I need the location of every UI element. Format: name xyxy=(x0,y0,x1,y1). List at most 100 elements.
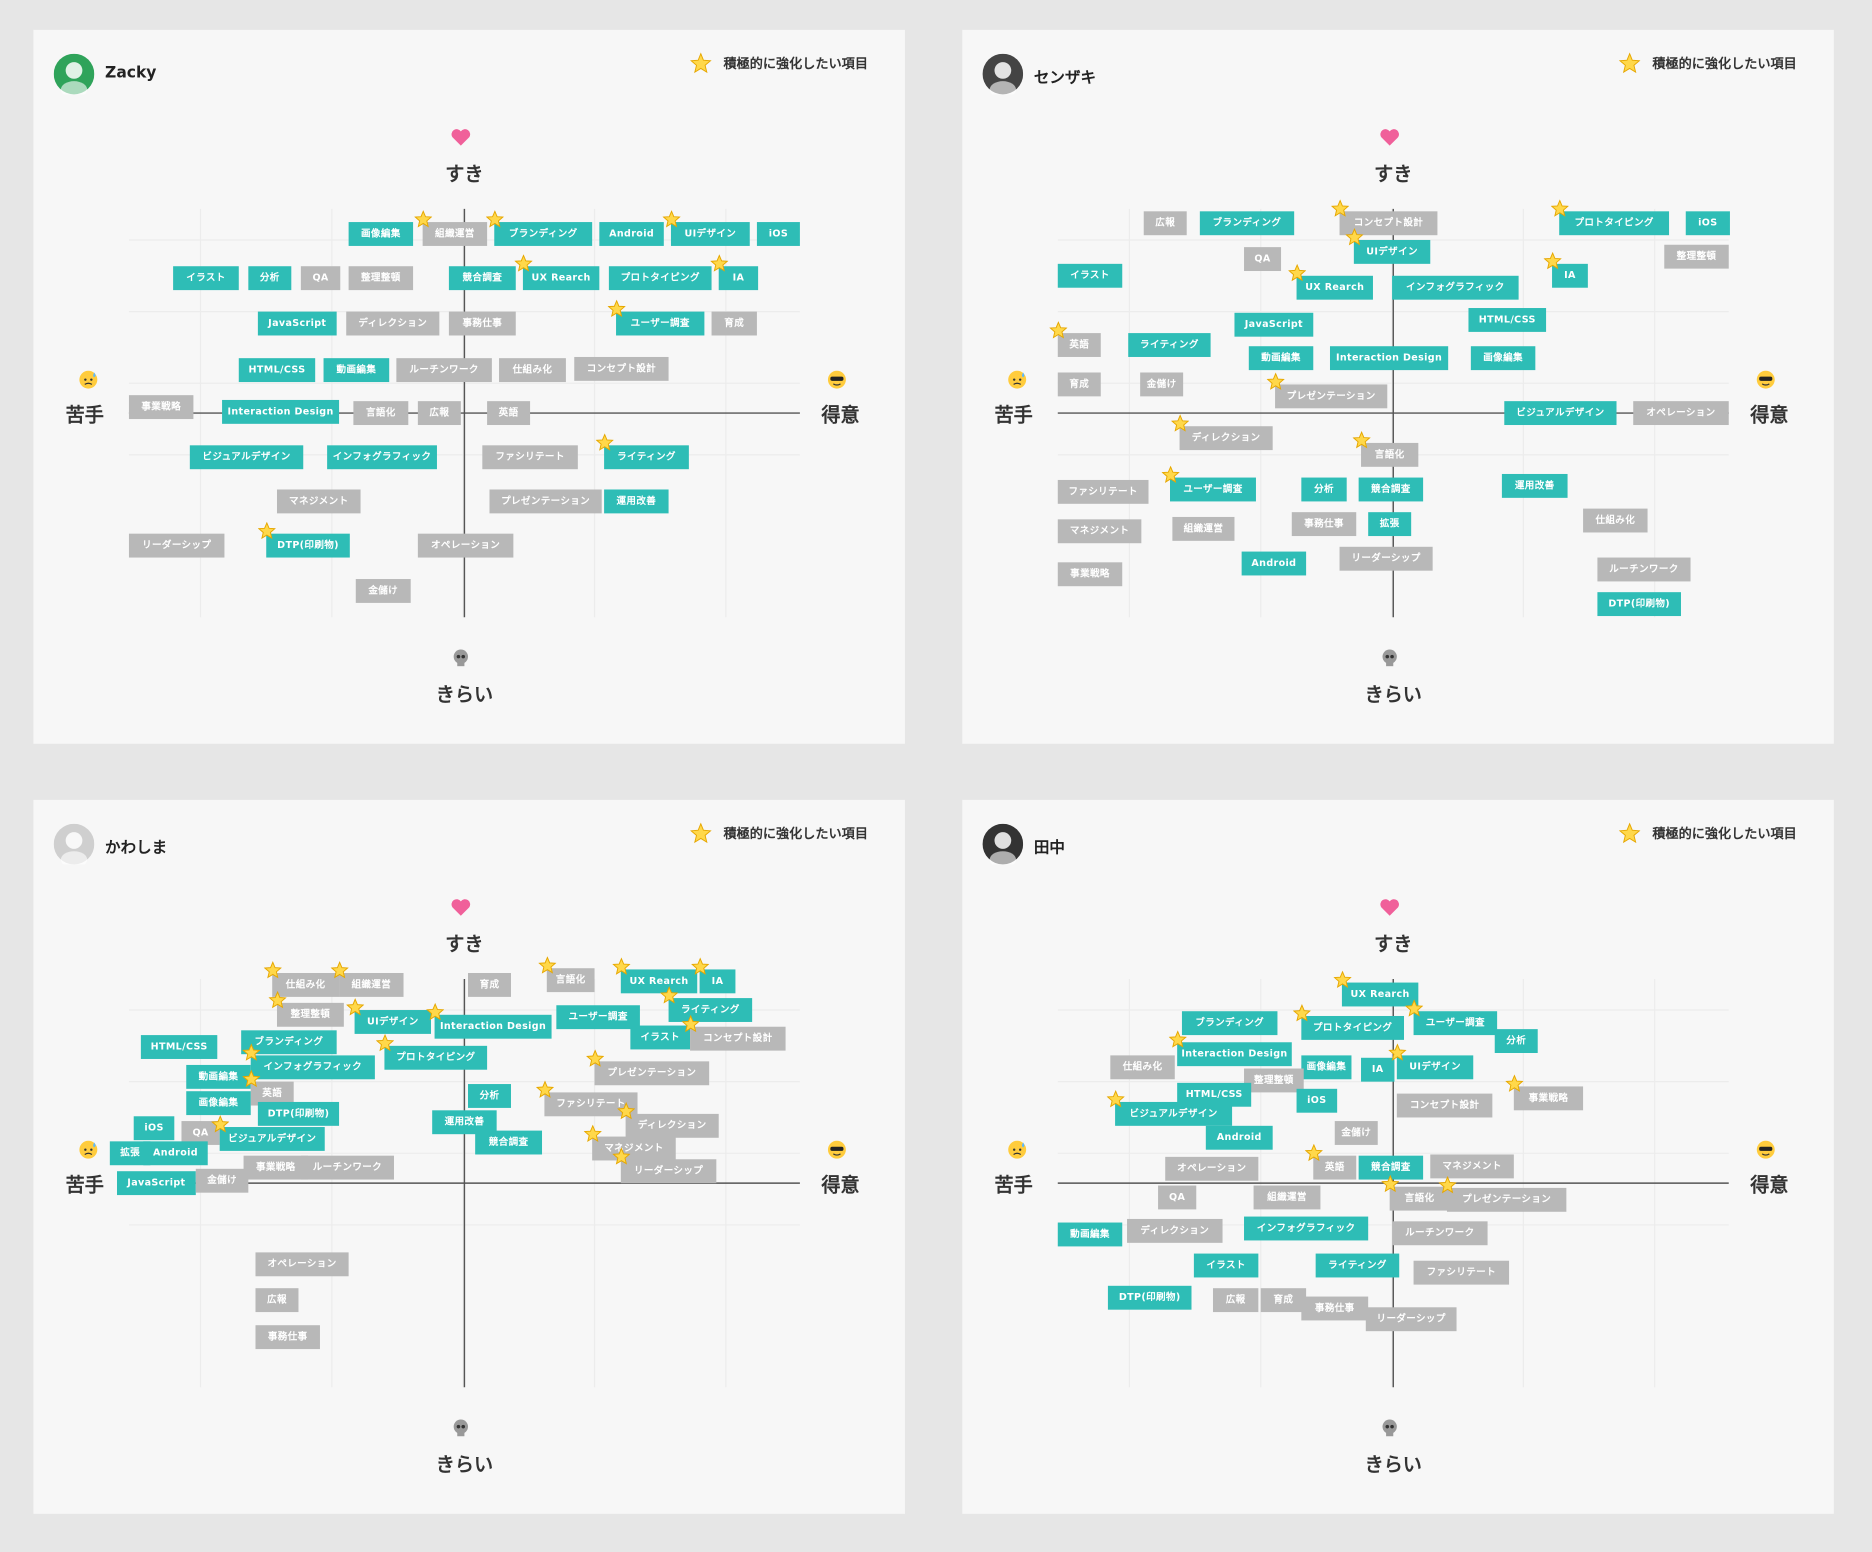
axis-bottom: きらい xyxy=(1364,682,1422,706)
star-icon xyxy=(485,210,505,228)
star-icon xyxy=(268,990,287,1009)
axis-top: すき xyxy=(1374,162,1413,186)
skill-tag: Android xyxy=(599,222,664,246)
skill-tag: ファシリテート xyxy=(482,445,578,470)
star-icon xyxy=(595,433,614,451)
skill-tag: UX Rearch xyxy=(522,266,600,291)
skill-tag: プレゼンテーション xyxy=(1446,1187,1567,1212)
skill-tag: ルーチンワーク xyxy=(300,1155,394,1180)
cool-face-svg xyxy=(1756,370,1775,389)
skill-tag: ディレクション xyxy=(346,311,440,336)
skill-tag: リーダーシップ xyxy=(1339,546,1433,571)
legend-text: 積極的に強化したい項目 xyxy=(1652,826,1797,842)
skill-tag: 分析 xyxy=(1301,477,1347,502)
skill-tag: Interaction Design xyxy=(1177,1042,1292,1067)
skill-tag: 言語化 xyxy=(546,968,595,993)
skill-tag: 分析 xyxy=(468,1084,511,1108)
star-icon xyxy=(583,1124,602,1143)
star-icon-svg xyxy=(691,957,710,975)
user-name: 田中 xyxy=(1033,839,1065,858)
avatar-svg xyxy=(53,823,95,868)
skill-tag: 英語 xyxy=(487,401,531,426)
cool-face-svg xyxy=(827,370,846,389)
cool-face-svg xyxy=(1756,1140,1775,1159)
cool-face xyxy=(1756,1140,1775,1159)
skill-tag: QA xyxy=(300,266,341,291)
skill-tag: 動画編集 xyxy=(1057,1222,1123,1247)
skill-tag: オペレーション xyxy=(417,533,514,558)
star-icon xyxy=(607,299,626,318)
star-icon-svg xyxy=(1266,372,1285,390)
star-icon xyxy=(659,986,679,1004)
skill-tag: 組織運営 xyxy=(1172,516,1235,541)
skill-tag: 金儲け xyxy=(1140,372,1184,397)
skill-tag: 動画編集 xyxy=(323,358,390,383)
skill-tag: iOS xyxy=(133,1116,175,1141)
skull-icon-svg xyxy=(453,1419,469,1437)
skill-tag: プレゼンテーション xyxy=(489,489,602,514)
skill-tag: ビジュアルデザイン xyxy=(189,445,304,470)
skill-tag: インフォグラフィック xyxy=(250,1055,375,1080)
avatar xyxy=(53,53,95,98)
star-icon xyxy=(1388,1043,1407,1061)
star-icon-svg xyxy=(1388,1043,1407,1061)
skill-tag: ディレクション xyxy=(625,1113,719,1138)
legend-text: 積極的に強化したい項目 xyxy=(1652,56,1797,72)
star-icon xyxy=(1543,251,1562,270)
skill-tag: JavaScript xyxy=(117,1171,196,1196)
star-icon-svg xyxy=(595,433,614,451)
star-icon-svg xyxy=(1404,999,1424,1017)
skill-tag: 整理整頓 xyxy=(1244,1068,1304,1093)
star-icon-svg xyxy=(1345,227,1364,246)
skill-tag: ブランディング xyxy=(241,1030,337,1055)
skill-tag: リーダーシップ xyxy=(620,1159,717,1184)
sweat-face-svg xyxy=(1008,370,1027,389)
skull-icon xyxy=(1380,1418,1399,1437)
skill-tag: QA xyxy=(181,1121,220,1145)
skill-tag: 育成 xyxy=(1057,372,1101,397)
skill-tag: オペレーション xyxy=(255,1252,349,1277)
skill-tag: 整理整頓 xyxy=(348,266,414,291)
star-icon-svg xyxy=(263,961,282,979)
cool-face xyxy=(827,1140,846,1159)
heart-icon-svg xyxy=(451,129,471,146)
skill-tag: UIデザイン xyxy=(1396,1055,1474,1080)
skill-tag: 言語化 xyxy=(1361,442,1419,467)
star-icon-svg xyxy=(1292,1004,1312,1022)
skill-tag: ルーチンワーク xyxy=(396,358,492,383)
user-name: センザキ xyxy=(1033,69,1097,88)
skill-tag: ファシリテート xyxy=(1413,1260,1510,1285)
skill-tag: マネジメント xyxy=(1430,1154,1514,1179)
star-icon-svg xyxy=(1049,321,1068,339)
heart-icon xyxy=(1379,127,1400,148)
skill-tag: ブランディング xyxy=(1181,1011,1278,1036)
skill-tag: JavaScript xyxy=(257,311,337,336)
skill-tag: ユーザー調査 xyxy=(616,311,705,336)
skill-tag: 広報 xyxy=(417,401,461,426)
skill-tag: IA xyxy=(1361,1057,1395,1082)
avatar-svg xyxy=(982,53,1024,98)
star-icon-svg xyxy=(1330,199,1350,217)
star-icon xyxy=(1287,263,1307,282)
star-icon-svg xyxy=(1333,970,1352,988)
axis-left: 苦手 xyxy=(65,403,104,427)
skull-icon xyxy=(451,648,470,667)
skill-tag: Interaction Design xyxy=(434,1014,552,1039)
skill-tag: 競合調査 xyxy=(448,266,516,291)
star-icon-svg xyxy=(485,210,505,228)
axis-bottom: きらい xyxy=(1364,1452,1422,1476)
skill-tag: 競合調査 xyxy=(1358,477,1424,502)
skull-icon-svg xyxy=(1382,1419,1397,1437)
skill-tag: ビジュアルデザイン xyxy=(1115,1101,1233,1126)
star-icon-svg xyxy=(425,1002,445,1021)
skill-tag: プレゼンテーション xyxy=(1275,384,1388,409)
star-icon-svg xyxy=(1304,1143,1324,1162)
skill-tag: 事業戦略 xyxy=(1057,562,1123,587)
star-icon-svg xyxy=(1618,822,1641,844)
skill-tag: ユーザー調査 xyxy=(556,1005,640,1030)
star-icon-svg xyxy=(242,1069,261,1088)
star-icon-svg xyxy=(710,254,729,272)
star-icon xyxy=(681,1014,700,1033)
star-icon xyxy=(1106,1089,1125,1108)
star-icon-svg xyxy=(242,1043,261,1061)
